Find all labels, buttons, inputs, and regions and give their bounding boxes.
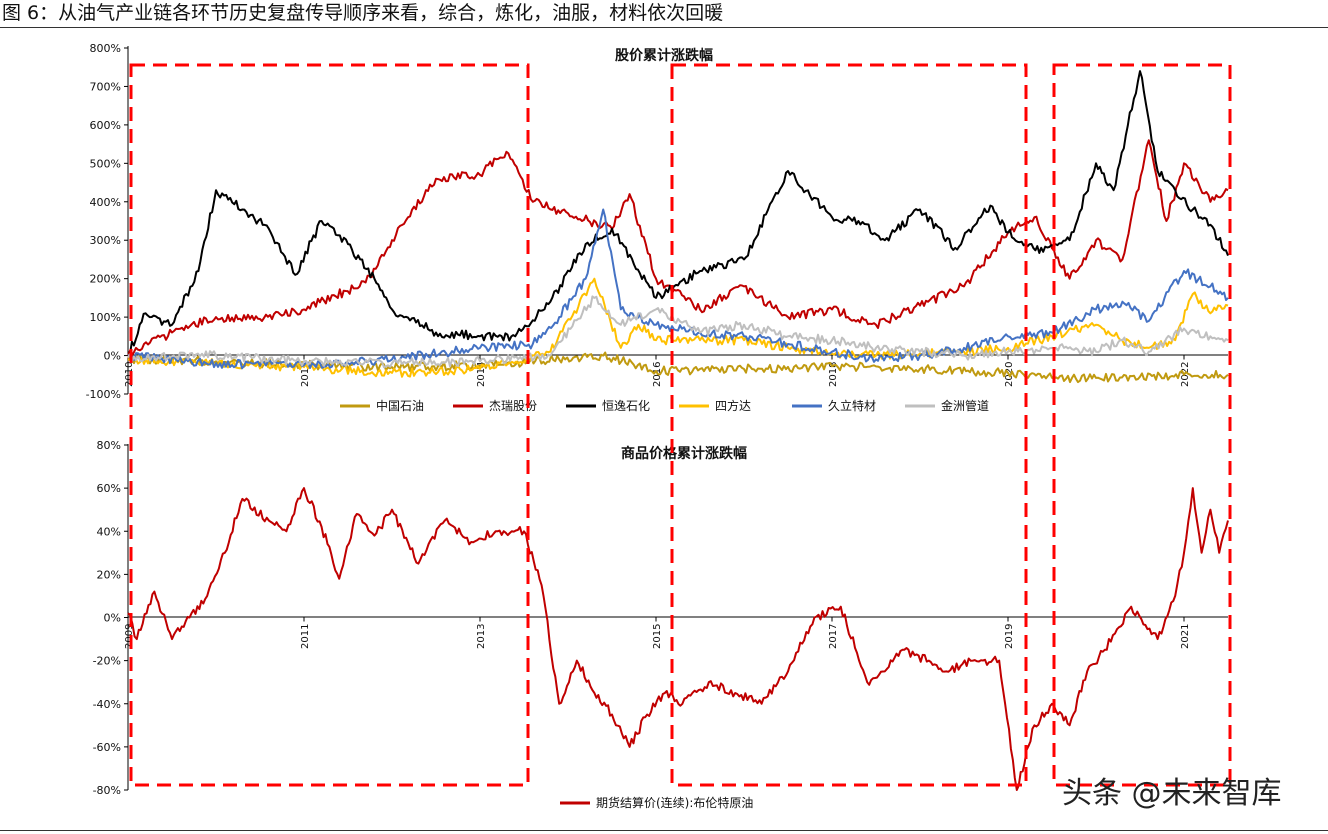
stock-y-tick-label: 800% (90, 42, 121, 55)
commodity-legend-label: 期货结算价(连续):布伦特原油 (596, 795, 753, 810)
commodity-x-tick-label: 2021 (1180, 624, 1191, 649)
commodity-y-tick-label: 60% (97, 482, 121, 495)
highlight-box-3 (1052, 63, 1232, 787)
stock-y-tick-label: 200% (90, 273, 121, 286)
highlight-box-2 (670, 63, 1028, 787)
stock-legend: 中国石油 杰瑞股份 恒逸石化 四方达 久立特材 金洲管道 (340, 398, 989, 413)
stock-series-line-5 (127, 208, 1229, 370)
commodity-y-tick-label: -60% (93, 741, 121, 754)
commodity-x-tick-label: 2013 (476, 624, 487, 649)
stock-y-tick-label: 100% (90, 311, 121, 324)
commodity-x-tick-label: 2017 (828, 624, 839, 649)
stock-y-tick-label: 600% (90, 119, 121, 132)
stock-legend-label: 杰瑞股份 (489, 399, 537, 413)
stock-legend-label: 恒逸石化 (602, 399, 650, 413)
commodity-y-tick-label: -40% (93, 698, 121, 711)
commodity-y-tick-label: 0% (104, 612, 121, 625)
commodity-y-tick-label: 40% (97, 525, 121, 538)
commodity-y-tick-label: -20% (93, 655, 121, 668)
stock-y-tick-label: 500% (90, 157, 121, 170)
commodity-x-ticks: 2009 2011 2013 2015 2017 2019 2021 (124, 617, 1191, 649)
stock-chart-title: 股价累计涨跌幅 (615, 47, 713, 64)
commodity-legend: 期货结算价(连续):布伦特原油 (560, 795, 753, 810)
stock-legend-label: 金洲管道 (941, 398, 989, 413)
commodity-x-tick-label: 2011 (300, 624, 311, 649)
stock-y-ticks: 800% 700% 600% 500% 400% 300% 200% 100% 0% -100% (86, 42, 128, 401)
highlight-box-1 (129, 63, 530, 787)
stock-chart-panel: 股价累计涨跌幅 800% 700% 600% 500% 400% 300% 200% 100%… (86, 42, 1229, 413)
commodity-series-group (127, 487, 1229, 791)
stock-series-line-6 (127, 295, 1229, 369)
stock-y-tick-label: -100% (86, 388, 121, 401)
stock-x-tick-label: 2018 (828, 362, 839, 387)
stock-y-tick-label: 400% (90, 196, 121, 209)
figure-title: 图 6：从油气产业链各环节历史复盘传导顺序来看，综合，炼化，油服，材料依次回暖 (2, 2, 724, 24)
stock-y-tick-label: 700% (90, 80, 121, 93)
commodity-y-tick-label: 20% (97, 568, 121, 581)
stock-series-line-2 (127, 139, 1229, 357)
bottom-rule (0, 830, 1328, 831)
stock-legend-label: 四方达 (715, 398, 751, 413)
stock-x-tick-label: 2012 (300, 362, 311, 387)
stock-series-group (127, 70, 1229, 384)
commodity-chart-title: 商品价格累计涨跌幅 (621, 445, 747, 462)
commodity-y-tick-label: 80% (97, 439, 121, 452)
commodity-x-tick-label: 2015 (652, 624, 663, 649)
watermark: 头条 @未来智库 (1062, 776, 1282, 811)
commodity-series-line-1 (127, 487, 1229, 791)
commodity-y-tick-label: -80% (93, 784, 121, 797)
stock-legend-label: 久立特材 (828, 398, 876, 413)
stock-y-tick-label: 0% (104, 350, 121, 363)
stock-legend-label: 中国石油 (376, 398, 424, 413)
stock-y-tick-label: 300% (90, 234, 121, 247)
highlight-boxes (129, 63, 1232, 787)
commodity-y-ticks: 80% 60% 40% 20% 0% -20% -40% -60% -80% (93, 439, 128, 797)
stock-x-tick-label: 2014 (476, 362, 487, 387)
commodity-chart-panel: 商品价格累计涨跌幅 80% 60% 40% 20% 0% -20% -40% -60% -80%… (93, 439, 1229, 810)
commodity-x-tick-label: 2019 (1004, 624, 1015, 649)
stock-series-line-3 (127, 70, 1229, 357)
top-rule (0, 27, 1328, 28)
